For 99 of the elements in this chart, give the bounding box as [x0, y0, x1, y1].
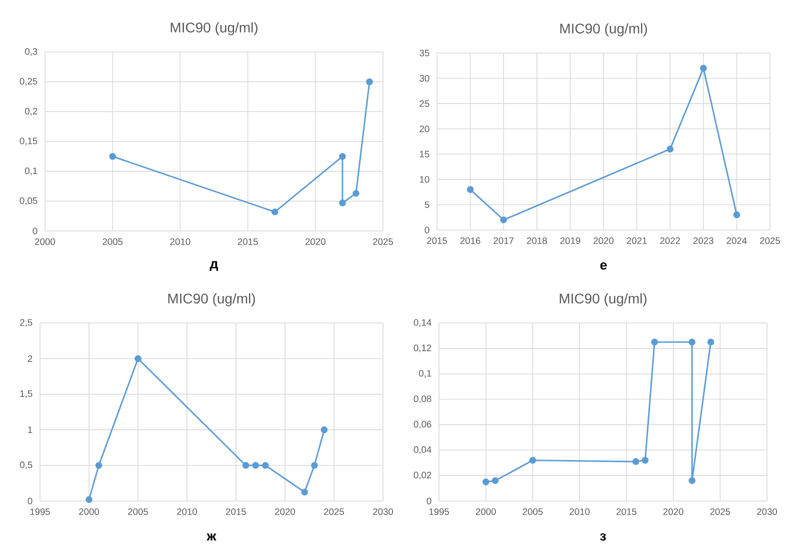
y-tick-label: 0,15 [20, 138, 38, 146]
y-tick-label: 0,06 [414, 420, 432, 429]
x-tick-label: 2020 [594, 237, 614, 244]
point [352, 190, 360, 197]
x-tick-label: 2023 [693, 237, 714, 244]
x-tick-label: 2000 [35, 238, 56, 245]
point [482, 478, 490, 486]
point [242, 462, 250, 469]
point [707, 338, 714, 346]
chart-title: MIC90 (ug/ml) [170, 22, 258, 36]
x-tick-label: 1995 [30, 508, 50, 515]
x-tick-label: 2000 [476, 508, 496, 515]
y-tick-label: 0 [28, 498, 32, 504]
point [109, 153, 116, 160]
chart-title: MIC90 (ug/ml) [168, 293, 255, 306]
point [262, 462, 269, 469]
y-tick-label: 0,12 [414, 344, 432, 352]
point [733, 211, 740, 218]
x-tick-label: 2010 [570, 508, 590, 515]
y-tick-label: 0,2 [25, 108, 38, 116]
x-tick-label: 2005 [128, 508, 148, 515]
y-tick-label: 0,05 [20, 197, 38, 206]
point [688, 477, 696, 484]
y-tick-label: 20 [420, 126, 430, 132]
y-tick-label: 0,1 [419, 370, 432, 378]
y-tick-label: 0,14 [414, 319, 432, 327]
point [688, 338, 696, 346]
x-tick-label: 2019 [560, 237, 580, 244]
y-tick-label: 0,25 [20, 78, 38, 86]
point [301, 488, 308, 496]
y-tick-label: 0,04 [414, 446, 432, 454]
y-tick-label: 25 [420, 100, 430, 107]
y-tick-label: 0,3 [25, 48, 38, 56]
x-tick-label: 2015 [616, 508, 636, 515]
point [666, 146, 674, 152]
y-tick-label: 15 [420, 150, 430, 158]
point [311, 462, 318, 469]
x-tick-label: 2020 [305, 238, 326, 245]
y-tick-label: 10 [420, 176, 430, 183]
point [95, 462, 102, 469]
x-tick-label: 2015 [226, 508, 246, 515]
x-tick-label: 2021 [626, 237, 647, 244]
x-tick-label: 2016 [460, 237, 480, 244]
x-tick-label: 2030 [373, 508, 394, 515]
x-tick-label: 2025 [760, 237, 780, 244]
point [466, 186, 474, 193]
point [339, 153, 346, 160]
point [642, 456, 649, 464]
y-tick-label: 2 [28, 355, 32, 362]
x-tick-label: 2015 [238, 238, 258, 245]
point [700, 64, 707, 72]
y-tick-label: 5 [424, 201, 430, 208]
point [86, 496, 92, 503]
x-tick-label: 2010 [177, 508, 198, 515]
y-tick-label: 30 [420, 74, 430, 82]
x-tick-label: 2025 [373, 238, 393, 245]
point [271, 208, 278, 216]
x-tick-label: 2000 [79, 508, 100, 515]
point [529, 456, 536, 464]
y-tick-label: 0 [424, 226, 430, 234]
point [134, 355, 142, 362]
x-tick-label: 2018 [526, 237, 547, 244]
y-tick-label: 35 [420, 50, 430, 56]
point [500, 216, 508, 224]
x-tick-label: 2030 [757, 508, 778, 515]
point [366, 78, 373, 86]
y-tick-label: 1 [28, 426, 32, 434]
x-tick-label: 2024 [726, 237, 747, 244]
y-tick-label: 0 [426, 498, 432, 504]
x-tick-label: 2017 [494, 237, 514, 244]
y-tick-label: 0 [32, 228, 38, 234]
x-tick-label: 2020 [663, 508, 684, 515]
chart-title: MIC90 (ug/ml) [560, 293, 646, 306]
y-tick-label: 1,5 [20, 390, 32, 398]
x-tick-label: 1995 [429, 508, 449, 515]
y-tick-label: 0,02 [414, 472, 432, 480]
point [252, 462, 260, 469]
x-tick-label: 2015 [427, 237, 447, 244]
point [651, 338, 658, 346]
x-axis-title: ж [206, 533, 216, 541]
x-tick-label: 2005 [102, 238, 123, 245]
x-axis-title: е [600, 262, 607, 270]
x-tick-label: 2025 [324, 508, 344, 515]
y-tick-label: 0,08 [414, 395, 432, 404]
x-tick-label: 2020 [275, 508, 296, 515]
x-tick-label: 2025 [710, 508, 730, 515]
x-axis-title: д [210, 261, 218, 271]
x-tick-label: 2010 [170, 238, 190, 245]
y-tick-label: 2,5 [20, 319, 32, 327]
x-tick-label: 2022 [660, 237, 680, 244]
x-axis-title: з [600, 533, 606, 541]
y-tick-label: 0,5 [20, 462, 32, 470]
point [632, 458, 640, 465]
chart-title: MIC90 (ug/ml) [560, 23, 647, 36]
point [339, 200, 346, 206]
x-tick-label: 2005 [522, 508, 543, 515]
point [320, 426, 328, 434]
point [492, 477, 499, 484]
y-tick-label: 0,1 [25, 167, 38, 176]
